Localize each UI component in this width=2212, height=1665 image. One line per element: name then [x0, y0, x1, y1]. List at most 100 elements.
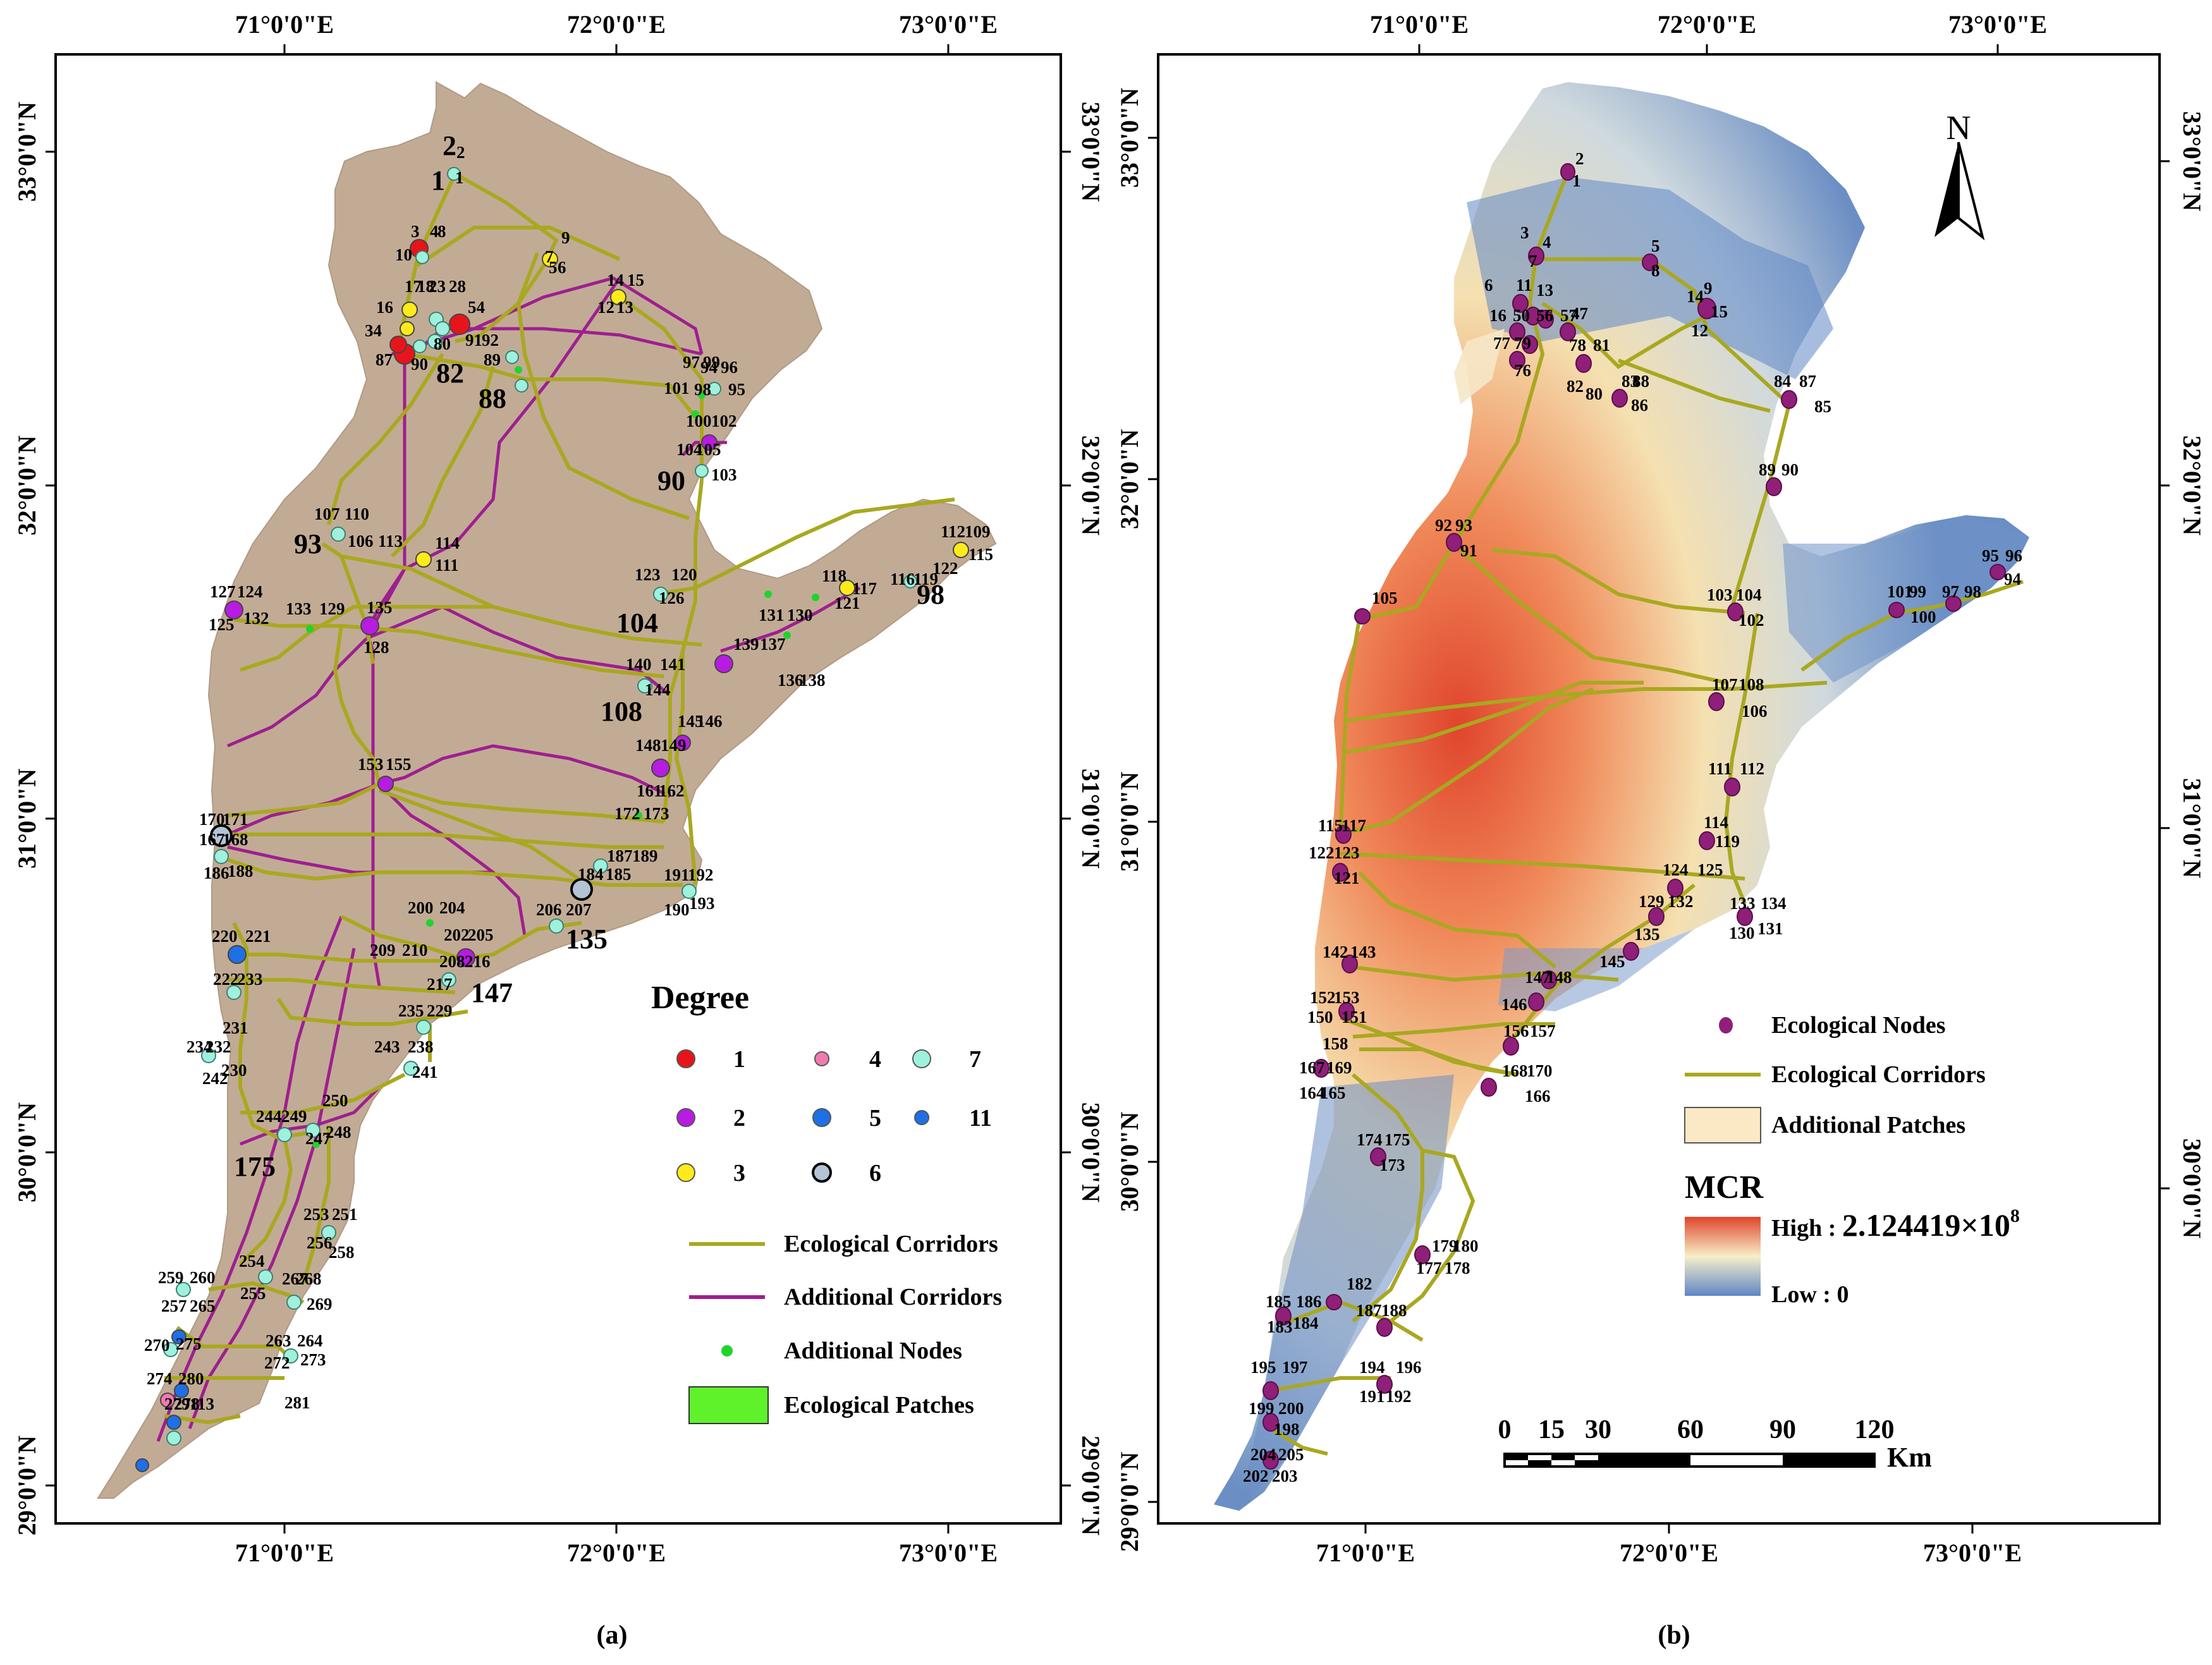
a-node-label: 7	[545, 247, 554, 266]
scale-tick-label: 0	[1498, 1415, 1512, 1444]
a-biglabel: 88	[479, 383, 506, 414]
b-legend-mcr-ramp	[1685, 1217, 1761, 1296]
a-legend-degree-label: 6	[869, 1160, 881, 1186]
a-node-label: 118	[822, 566, 846, 585]
a-node-label: 255	[240, 1284, 266, 1303]
b-node-label: 102	[1738, 611, 1764, 630]
a-node-label: 113	[190, 1394, 214, 1413]
north-arrow: N	[1934, 109, 1985, 241]
a-node-label: 247	[305, 1129, 331, 1148]
b-node-label: 165	[1320, 1083, 1346, 1102]
b-node-label: 205	[1278, 1445, 1304, 1464]
north-arrow-right-half	[1957, 142, 1985, 241]
b-node-label: 157	[1530, 1022, 1556, 1040]
a-legend-degree-label: 2	[733, 1105, 745, 1131]
a-node-label: 191	[664, 865, 690, 884]
b-node-label: 106	[1742, 702, 1768, 721]
a-node-label: 90	[411, 355, 428, 374]
a-node-label: 102	[711, 412, 737, 430]
b-node-label: 173	[1379, 1156, 1405, 1174]
b-node-label: 14	[1687, 287, 1704, 306]
a-node-label: 222	[213, 970, 239, 989]
b-legend-corridors: Ecological Corridors	[1771, 1061, 1986, 1088]
a-node-label: 207	[566, 900, 592, 919]
b-node-label: 2	[1575, 149, 1584, 168]
a-node-label: 112	[941, 522, 965, 541]
b-node-label: 121	[1334, 869, 1360, 887]
a-region	[97, 81, 997, 1499]
a-legend-degree-swatch	[812, 1162, 832, 1183]
b-node-label: 178	[1445, 1259, 1470, 1278]
a-node-label: 9	[561, 228, 570, 247]
b-node-label: 158	[1323, 1034, 1348, 1053]
b-node-label: 90	[1781, 460, 1799, 479]
a-node-label: 17	[405, 277, 422, 296]
b-node-label: 80	[1586, 384, 1603, 403]
a-biglabel: 175	[234, 1151, 276, 1182]
a-node-label: 3	[411, 222, 420, 241]
b-node-label: 131	[1757, 919, 1783, 938]
a-node-label: 89	[484, 350, 501, 369]
scale-unit: Km	[1887, 1442, 1932, 1473]
a-node-label: 138	[800, 671, 826, 690]
a-node-label: 4	[430, 222, 439, 241]
a-node-label: 10	[395, 245, 412, 264]
a-node-label: 92	[482, 331, 499, 350]
a-node-label: 129	[319, 599, 345, 618]
a-node-label: 253	[303, 1205, 329, 1224]
b-node-label: 6	[1484, 276, 1493, 295]
panel-b-ticks	[1148, 44, 2170, 1534]
a-degree-nodes	[135, 239, 969, 1472]
b-node-label: 186	[1296, 1292, 1322, 1311]
a-node-label: 94	[700, 358, 718, 377]
a-degree-legend: 1 2 3 4 5 6 7 11	[676, 1046, 992, 1186]
b-node-label: 88	[1632, 372, 1649, 391]
a-node-label: 251	[332, 1205, 358, 1224]
a-node-label: 106	[348, 532, 374, 551]
a-lat-left-3: 31°0'0"N	[13, 769, 41, 869]
a-node-label: 234	[186, 1037, 212, 1056]
b-node-label: 111	[1708, 759, 1732, 778]
a-node-label: 28	[449, 277, 466, 296]
a-node-label: 100	[686, 412, 712, 430]
a-node-label: 125	[209, 615, 235, 634]
a-node-label: 103	[711, 465, 737, 484]
a-node-label: 208	[439, 952, 465, 971]
a-node-label: 99	[703, 353, 720, 372]
a-node-label: 280	[178, 1369, 204, 1388]
a-node-label: 15	[627, 271, 644, 290]
b-node-label: 76	[1514, 361, 1531, 380]
b-node-label: 170	[1527, 1061, 1553, 1080]
b-node-label: 107	[1712, 675, 1738, 694]
b-node-label: 77	[1493, 334, 1510, 353]
b-node-label: 78	[1569, 336, 1586, 355]
a-lat-left-1: 33°0'0"N	[13, 102, 41, 202]
a-node-label: 256	[307, 1233, 333, 1252]
a-node-label: 249	[281, 1107, 307, 1126]
b-node-label: 9	[1704, 279, 1713, 298]
a-lat-right-4: 30°0'0"N	[1077, 1102, 1105, 1202]
a-legend-add-nodes: Additional Nodes	[784, 1338, 962, 1364]
a-lat-right-2: 32°0'0"N	[1077, 436, 1105, 535]
a-caption: (a)	[597, 1621, 628, 1650]
b-node-label: 177	[1416, 1259, 1442, 1278]
a-big-labels: 2 1 82 88 90 93 104 98 108 135 147 175	[234, 130, 944, 1182]
a-node-label: 171	[223, 810, 248, 829]
b-node-label: 146	[1501, 995, 1527, 1014]
b-node-label: 56	[1536, 306, 1553, 325]
b-node-label: 147	[1525, 968, 1551, 987]
a-node-label: 54	[468, 298, 485, 317]
a-node-label: 257	[161, 1296, 187, 1315]
a-legend-degree-swatch	[676, 1108, 695, 1127]
b-caption: (b)	[1658, 1621, 1690, 1650]
a-biglabel: 135	[566, 924, 608, 954]
a-node-label: 5	[549, 258, 558, 277]
b-node-label: 182	[1347, 1274, 1372, 1293]
a-node-label: 232	[205, 1037, 231, 1056]
b-node-label: 192	[1386, 1387, 1412, 1406]
b-node-label: 166	[1525, 1087, 1551, 1106]
a-node-label: 192	[688, 865, 714, 884]
b-node-label: 94	[2004, 570, 2021, 589]
b-legend-patch-swatch	[1684, 1107, 1761, 1144]
a-node-label: 170	[199, 810, 225, 829]
